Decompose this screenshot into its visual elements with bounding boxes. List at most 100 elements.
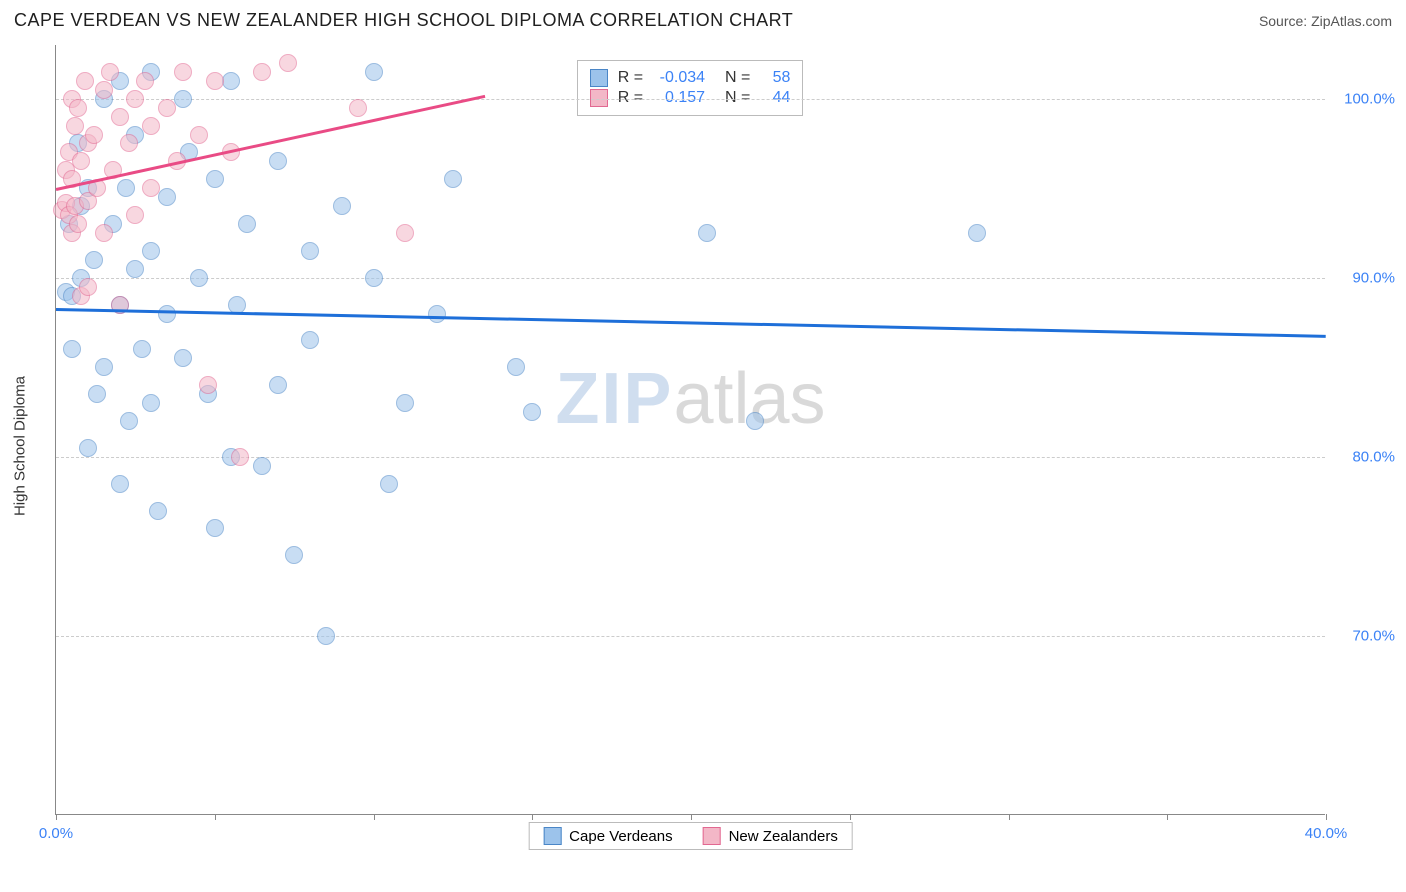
data-point	[95, 224, 113, 242]
data-point	[126, 206, 144, 224]
data-point	[231, 448, 249, 466]
data-point	[85, 126, 103, 144]
source-attribution: Source: ZipAtlas.com	[1259, 13, 1392, 29]
y-tick-label: 80.0%	[1335, 448, 1395, 465]
data-point	[136, 72, 154, 90]
data-point	[126, 260, 144, 278]
data-point	[174, 90, 192, 108]
data-point	[133, 340, 151, 358]
data-point	[190, 269, 208, 287]
stats-row: R = -0.034 N = 58	[590, 69, 791, 87]
legend-swatch	[703, 827, 721, 845]
data-point	[88, 385, 106, 403]
data-point	[66, 117, 84, 135]
data-point	[365, 63, 383, 81]
data-point	[63, 340, 81, 358]
gridline-h	[56, 278, 1325, 279]
data-point	[523, 403, 541, 421]
data-point	[365, 269, 383, 287]
data-point	[507, 358, 525, 376]
data-point	[69, 215, 87, 233]
legend-label: Cape Verdeans	[569, 828, 672, 845]
x-tick	[532, 814, 533, 820]
x-tick	[1167, 814, 1168, 820]
y-axis-label: High School Diploma	[12, 376, 29, 516]
data-point	[698, 224, 716, 242]
x-tick-label: 0.0%	[39, 825, 73, 842]
data-point	[301, 331, 319, 349]
legend-label: New Zealanders	[729, 828, 838, 845]
data-point	[269, 152, 287, 170]
y-tick-label: 70.0%	[1335, 627, 1395, 644]
data-point	[111, 108, 129, 126]
data-point	[396, 224, 414, 242]
x-tick	[56, 814, 57, 820]
data-point	[158, 99, 176, 117]
data-point	[428, 305, 446, 323]
data-point	[285, 546, 303, 564]
x-tick	[850, 814, 851, 820]
x-tick	[374, 814, 375, 820]
legend-item: Cape Verdeans	[543, 827, 672, 845]
x-tick	[691, 814, 692, 820]
data-point	[396, 394, 414, 412]
stat-n-label: N =	[725, 69, 750, 87]
data-point	[301, 242, 319, 260]
data-point	[76, 72, 94, 90]
gridline-h	[56, 99, 1325, 100]
trend-line	[56, 308, 1326, 337]
data-point	[95, 358, 113, 376]
series-swatch	[590, 69, 608, 87]
data-point	[85, 251, 103, 269]
chart-legend: Cape Verdeans New Zealanders	[528, 822, 853, 850]
data-point	[120, 134, 138, 152]
data-point	[126, 90, 144, 108]
data-point	[79, 439, 97, 457]
data-point	[101, 63, 119, 81]
data-point	[79, 278, 97, 296]
data-point	[279, 54, 297, 72]
data-point	[333, 197, 351, 215]
x-tick-label: 40.0%	[1305, 825, 1348, 842]
y-tick-label: 90.0%	[1335, 269, 1395, 286]
data-point	[142, 394, 160, 412]
data-point	[199, 376, 217, 394]
data-point	[968, 224, 986, 242]
data-point	[95, 81, 113, 99]
stat-n-value: 58	[760, 69, 790, 87]
chart-title: CAPE VERDEAN VS NEW ZEALANDER HIGH SCHOO…	[14, 10, 793, 31]
legend-item: New Zealanders	[703, 827, 838, 845]
data-point	[253, 457, 271, 475]
data-point	[444, 170, 462, 188]
y-tick-label: 100.0%	[1335, 90, 1395, 107]
data-point	[120, 412, 138, 430]
data-point	[149, 502, 167, 520]
data-point	[174, 63, 192, 81]
data-point	[317, 627, 335, 645]
data-point	[206, 519, 224, 537]
data-point	[158, 305, 176, 323]
stat-r-value: -0.034	[653, 69, 705, 87]
data-point	[206, 72, 224, 90]
data-point	[746, 412, 764, 430]
data-point	[142, 117, 160, 135]
chart-header: CAPE VERDEAN VS NEW ZEALANDER HIGH SCHOO…	[14, 10, 1392, 31]
data-point	[117, 179, 135, 197]
data-point	[158, 188, 176, 206]
watermark: ZIPatlas	[555, 358, 825, 440]
x-tick	[215, 814, 216, 820]
data-point	[222, 72, 240, 90]
data-point	[69, 99, 87, 117]
correlation-stats-box: R =-0.034N =58R =0.157N =44	[577, 60, 804, 116]
x-tick	[1009, 814, 1010, 820]
data-point	[174, 349, 192, 367]
data-point	[349, 99, 367, 117]
data-point	[142, 179, 160, 197]
x-tick	[1326, 814, 1327, 820]
stat-r-label: R =	[618, 69, 643, 87]
data-point	[253, 63, 271, 81]
data-point	[380, 475, 398, 493]
data-point	[190, 126, 208, 144]
data-point	[142, 242, 160, 260]
gridline-h	[56, 636, 1325, 637]
